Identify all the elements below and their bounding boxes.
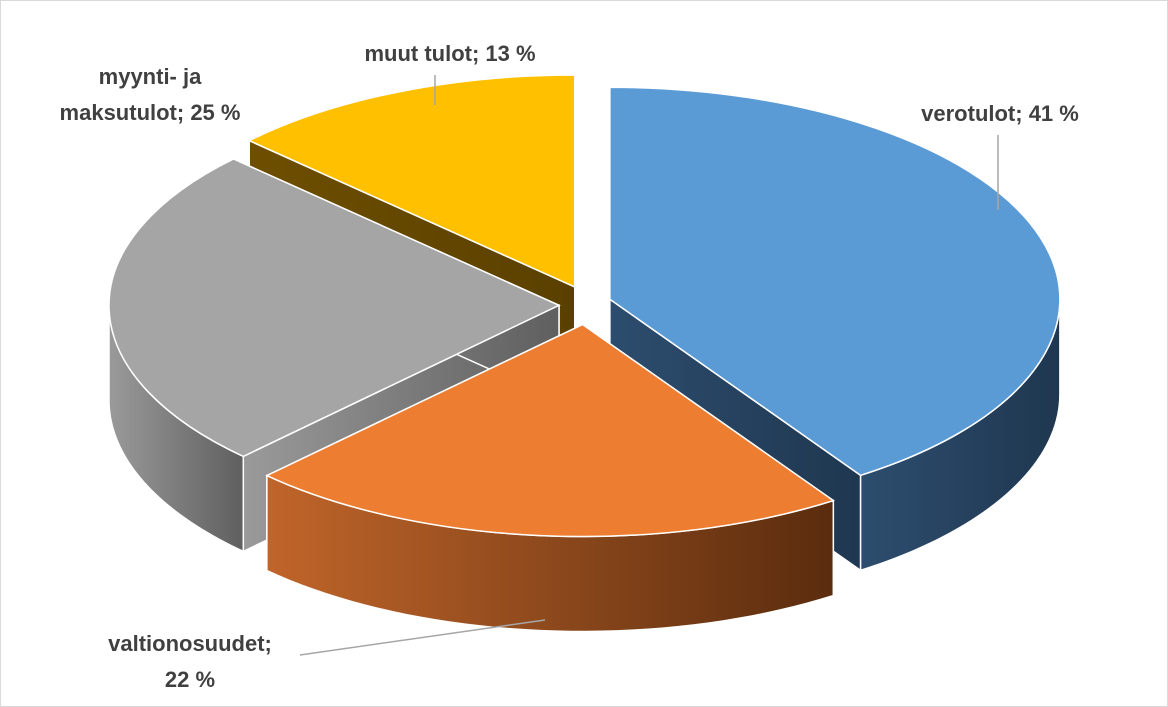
data-label-line: valtionosuudet;	[108, 631, 272, 656]
data-label-line: 22 %	[165, 667, 215, 692]
data-label: myynti- ja maksutulot; 25 %	[60, 64, 241, 125]
data-label-line: muut tulot; 13 %	[364, 41, 535, 66]
slice-top	[609, 86, 1061, 477]
data-label-line: myynti- ja	[99, 64, 202, 89]
slice-top	[108, 158, 561, 458]
data-label: muut tulot; 13 %	[364, 41, 535, 66]
data-label: verotulot; 41 %	[921, 101, 1079, 126]
slice	[265, 323, 835, 633]
data-label: valtionosuudet; 22 %	[108, 631, 272, 692]
data-label-line: verotulot; 41 %	[921, 101, 1079, 126]
slice-top	[265, 323, 835, 538]
leader-line	[299, 619, 546, 656]
slice-top	[247, 74, 576, 289]
data-label-line: maksutulot; 25 %	[60, 100, 241, 125]
